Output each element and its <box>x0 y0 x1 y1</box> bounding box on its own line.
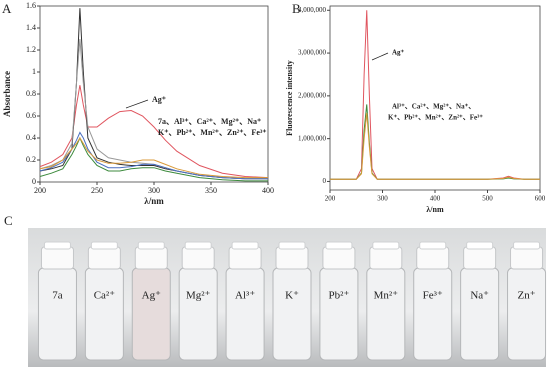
y-axis-label: Fluorescence intensity <box>285 60 294 136</box>
vial-body <box>460 267 500 361</box>
series-line <box>39 136 268 182</box>
series-line <box>330 112 540 180</box>
y-tick-label: 1 <box>32 67 36 76</box>
panel-label: B <box>292 1 301 16</box>
y-tick-label: 1,000,000 <box>298 134 327 142</box>
y-tick-label: 1.4 <box>26 23 36 32</box>
annotation: 7a、Al³⁺、Ca²⁺、Mg²⁺、Na⁺ <box>158 117 261 126</box>
vial-cap-top <box>231 241 259 250</box>
x-tick-label: 400 <box>262 186 274 195</box>
vial-body <box>84 267 124 361</box>
vial-cap-top <box>372 241 400 250</box>
series-line <box>39 137 268 179</box>
series-line <box>330 10 540 180</box>
vial-cap <box>510 246 544 270</box>
vial-body <box>131 267 171 361</box>
annotation-arrow <box>125 99 149 109</box>
annotation: K⁺、Pb²⁺、Mn²⁺、Zn²⁺、Fe³⁺ <box>388 114 483 122</box>
vial-label: Zn⁺ <box>518 290 536 302</box>
series-line <box>39 131 268 180</box>
vial-cap <box>275 246 309 270</box>
vial-body <box>366 267 406 361</box>
vial-label: Fe³⁺ <box>423 290 443 302</box>
vial-cap-top <box>137 241 165 250</box>
vial-body <box>507 267 547 361</box>
annotation-arrow <box>371 52 389 61</box>
vial-cap <box>181 246 215 270</box>
vial-cap <box>40 246 74 270</box>
vial-body <box>413 267 453 361</box>
y-tick-label: 4,000,000 <box>298 6 327 14</box>
annotation: Al³⁺、Ca²⁺、Mg²⁺、Na⁺、 <box>392 103 475 111</box>
x-tick-label: 300 <box>148 186 160 195</box>
vial-cap-top <box>419 241 447 250</box>
x-tick-label: 250 <box>91 186 103 195</box>
vial-cap-top <box>513 241 541 250</box>
vial-label: Na⁺ <box>470 290 489 302</box>
vials: 7a Ca²⁺ Ag⁺ Mg²⁺ Al³⁺ K⁺ Pb²⁺ Mn²⁺ Fe³⁺ Na⁺ Zn⁺ <box>37 241 547 361</box>
y-tick-label: 0 <box>323 177 327 185</box>
x-tick-label: 200 <box>325 195 336 203</box>
series-line <box>39 38 268 180</box>
y-tick-label: 1.6 <box>26 1 36 10</box>
vial-label: Ag⁺ <box>142 290 161 302</box>
vial-label: K⁺ <box>285 290 299 302</box>
y-tick-label: 2,000,000 <box>298 91 327 99</box>
vial-cap <box>369 246 403 270</box>
vial-cap <box>134 246 168 270</box>
vial-cap-top <box>90 241 118 250</box>
annotation: Ag⁺ <box>152 95 166 104</box>
vial-label: Ca²⁺ <box>94 290 116 302</box>
vial-label: Pb²⁺ <box>329 290 350 302</box>
x-axis-label: λ/nm <box>426 205 444 214</box>
x-tick-label: 200 <box>34 186 46 195</box>
vial-label: Mn²⁺ <box>374 290 399 302</box>
vial-cap-top <box>184 241 212 250</box>
x-tick-label: 600 <box>535 195 546 203</box>
x-tick-label: 350 <box>205 186 217 195</box>
y-tick-label: 0.8 <box>26 89 36 98</box>
y-tick-label: 1.2 <box>26 45 36 54</box>
vial-body <box>319 267 359 361</box>
vial-cap-top <box>466 241 494 250</box>
series-line <box>39 8 268 180</box>
vial-label: 7a <box>52 290 63 302</box>
y-tick-label: 0.4 <box>26 133 36 142</box>
y-tick-label: 0.6 <box>26 111 36 120</box>
annotation: K⁺、Pb²⁺、Mn²⁺、Zn²⁺、Fe³⁺ <box>158 128 267 137</box>
y-tick-label: 0 <box>32 177 36 186</box>
vial-cap <box>87 246 121 270</box>
vial-cap <box>416 246 450 270</box>
x-tick-label: 500 <box>482 195 493 203</box>
x-tick-label: 300 <box>377 195 388 203</box>
x-axis-label: λ/nm <box>144 196 164 206</box>
vial-cap-top <box>278 241 306 250</box>
y-tick-label: 0.2 <box>26 155 36 164</box>
annotation: Ag⁺ <box>392 49 405 57</box>
y-tick-label: 3,000,000 <box>298 49 327 57</box>
vial-cap <box>463 246 497 270</box>
vial-body <box>272 267 312 361</box>
panel-label: C <box>4 213 13 228</box>
vial-body <box>225 267 265 361</box>
vial-body <box>178 267 218 361</box>
y-axis-label: Absorbance <box>2 71 12 117</box>
vial-body <box>37 267 77 361</box>
vial-cap-top <box>325 241 353 250</box>
x-tick-label: 400 <box>430 195 441 203</box>
vial-label: Mg²⁺ <box>186 290 211 302</box>
vial-cap <box>228 246 262 270</box>
vial-label: Al³⁺ <box>235 290 255 302</box>
vial-cap <box>322 246 356 270</box>
vial-cap-top <box>43 241 71 250</box>
panel-label: A <box>2 1 12 16</box>
